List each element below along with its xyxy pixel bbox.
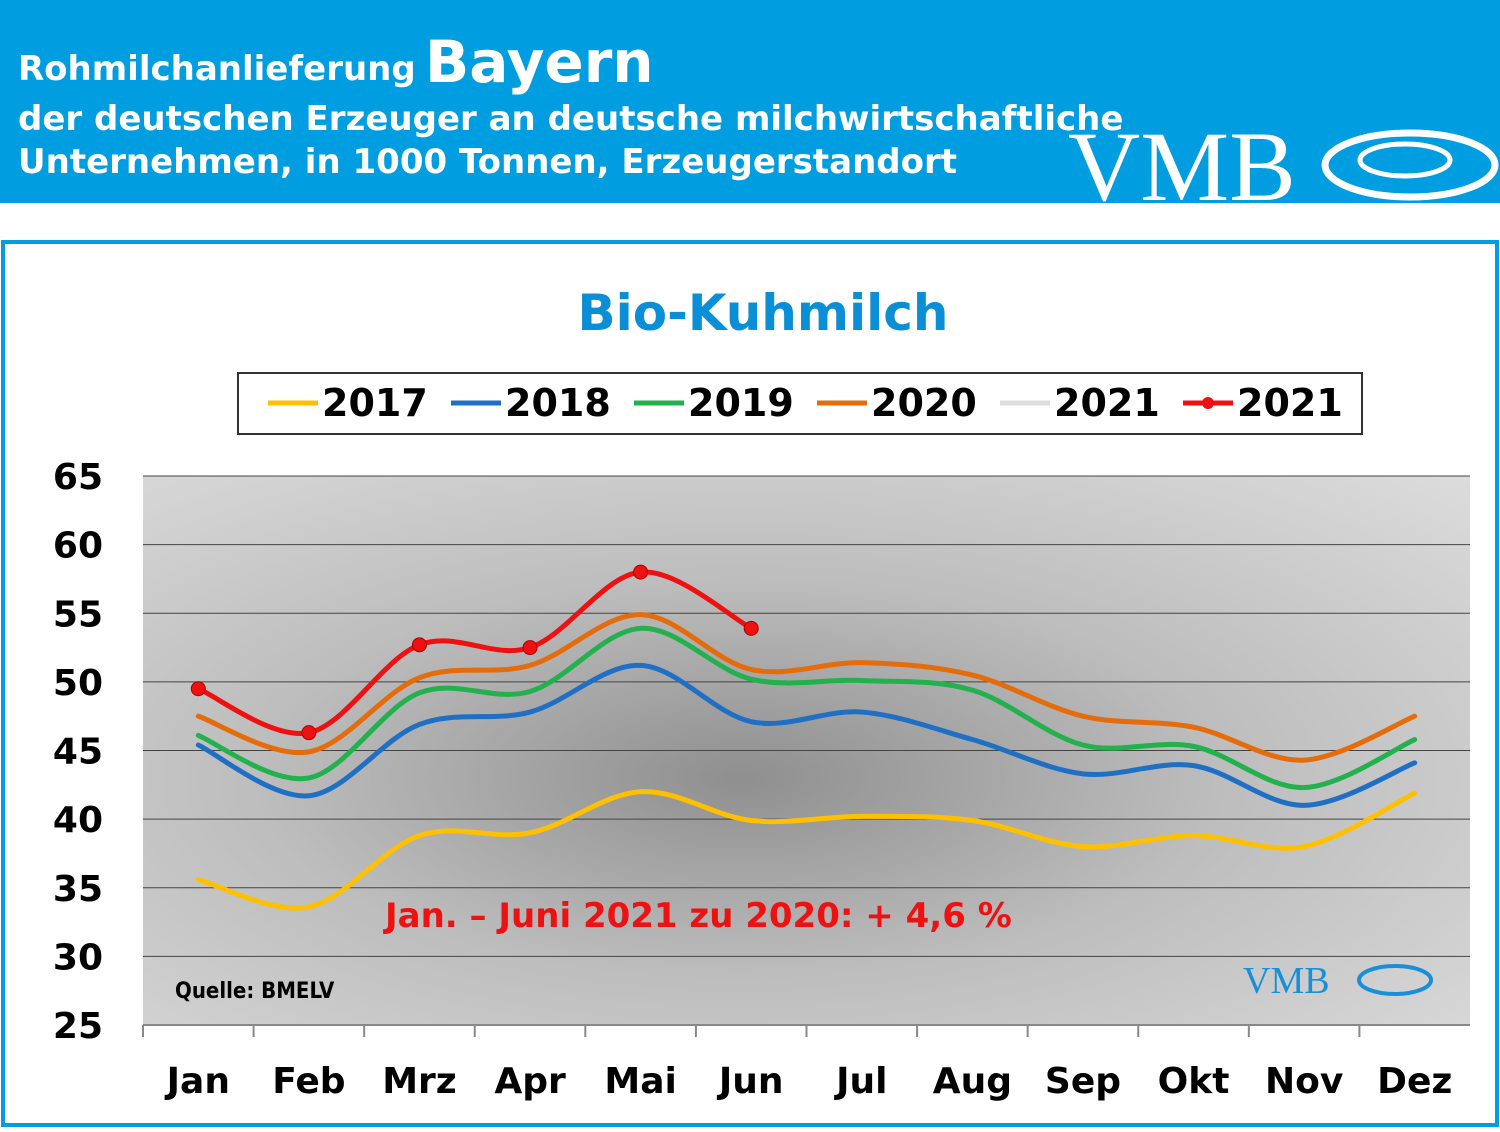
y-tick-label: 55	[53, 594, 103, 635]
x-tick-label: Mrz	[382, 1061, 457, 1102]
y-tick-label: 30	[53, 937, 103, 978]
x-tick-label: Okt	[1158, 1061, 1230, 1102]
y-tick-label: 40	[53, 800, 103, 841]
legend-label: 2021	[1054, 381, 1160, 425]
series-marker	[522, 640, 538, 656]
series-marker	[190, 681, 206, 697]
x-tick-label: Apr	[494, 1061, 566, 1102]
series-line	[195, 612, 1418, 763]
series-marker	[743, 620, 759, 636]
series-line	[195, 662, 1418, 808]
header-region: Bayern	[425, 28, 654, 96]
y-tick-label: 65	[53, 457, 103, 498]
header-logo: VMB	[1068, 111, 1296, 222]
annotation: Jan. – Juni 2021 zu 2020: + 4,6 %	[383, 896, 1012, 936]
x-tick-label: Jun	[716, 1061, 784, 1102]
y-tick-label: 50	[53, 663, 103, 704]
legend-label: 2018	[505, 381, 611, 425]
logo-swirl	[1321, 129, 1499, 201]
series-marker	[633, 564, 649, 580]
header-line3: Unternehmen, in 1000 Tonnen, Erzeugersta…	[18, 142, 957, 182]
legend-label: 2019	[688, 381, 794, 425]
x-tick-label: Feb	[272, 1061, 345, 1102]
watermark-swirl	[1357, 964, 1433, 996]
watermark: VMB	[1243, 960, 1330, 1002]
y-tick-label: 60	[53, 526, 103, 567]
series-line	[195, 569, 754, 736]
logo-swirl	[1357, 141, 1453, 179]
x-tick-label: Dez	[1377, 1061, 1452, 1102]
series-marker	[411, 637, 427, 653]
x-tick-label: Nov	[1265, 1061, 1343, 1102]
header-line2: der deutschen Erzeuger an deutsche milch…	[18, 99, 1123, 139]
x-tick-label: Jul	[833, 1061, 887, 1102]
y-tick-label: 35	[53, 869, 103, 910]
x-tick-label: Aug	[933, 1061, 1012, 1102]
chart-title: Bio-Kuhmilch	[577, 284, 948, 342]
series-line	[195, 625, 1418, 791]
legend-label: 2017	[322, 381, 428, 425]
legend-marker	[1202, 397, 1214, 409]
series-marker	[301, 725, 317, 741]
y-tick-label: 45	[53, 732, 103, 773]
y-tick-label: 25	[53, 1006, 103, 1047]
legend-box	[237, 372, 1363, 435]
header-line1: Rohmilchanlieferung	[18, 49, 416, 89]
x-tick-label: Mai	[604, 1061, 676, 1102]
source: Quelle: BMELV	[175, 979, 335, 1004]
series-line	[195, 789, 1418, 911]
legend-label: 2021	[1237, 381, 1343, 425]
x-tick-label: Jan	[164, 1061, 230, 1102]
x-tick-label: Sep	[1045, 1061, 1121, 1102]
header-band	[0, 0, 1500, 203]
legend-label: 2020	[871, 381, 977, 425]
